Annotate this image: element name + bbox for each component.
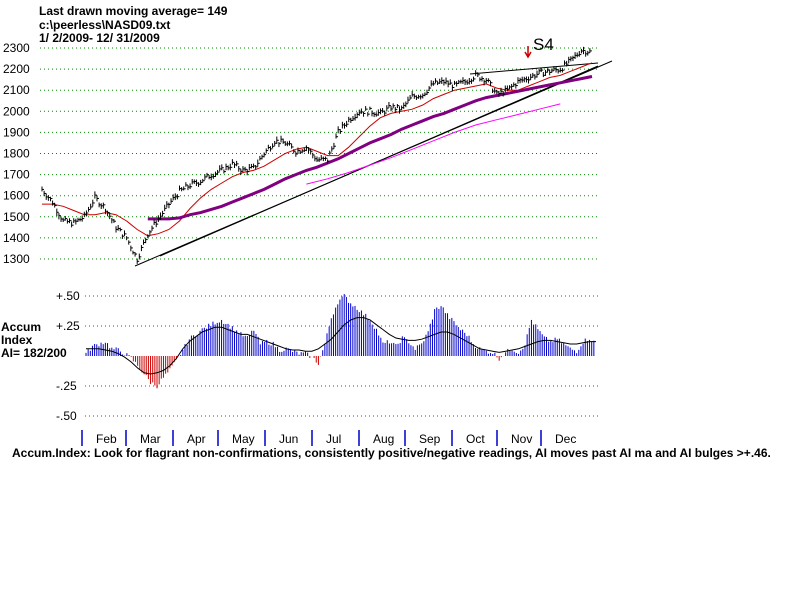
month-label: Oct bbox=[466, 432, 485, 446]
ma-long-line bbox=[306, 103, 561, 185]
month-label: Jul bbox=[326, 432, 341, 446]
ai-y-axis: +.50 +.25 -.25 -.50 bbox=[56, 289, 80, 423]
moving-average-lines bbox=[42, 62, 593, 237]
signal-label: S4 bbox=[533, 35, 554, 54]
date-range: 1/ 2/2009- 12/ 31/2009 bbox=[39, 31, 160, 45]
price-y-tick-label: 1800 bbox=[3, 147, 30, 161]
price-y-tick-label: 2100 bbox=[3, 83, 30, 97]
price-y-tick-label: 1300 bbox=[3, 252, 30, 266]
ai-label-index: Index bbox=[1, 333, 33, 347]
ai-label-accum: Accum bbox=[1, 320, 42, 334]
month-label: Apr bbox=[187, 432, 206, 446]
price-y-tick-label: 1400 bbox=[3, 231, 30, 245]
month-label: Aug bbox=[373, 432, 394, 446]
footer-note: Accum.Index: Look for flagrant non-confi… bbox=[12, 446, 771, 460]
price-y-tick-label: 1600 bbox=[3, 189, 30, 203]
month-label: Sep bbox=[419, 432, 441, 446]
price-y-tick-label: 1900 bbox=[3, 125, 30, 139]
signal-marker: S4 bbox=[524, 35, 554, 59]
ai-ma-line bbox=[86, 317, 596, 375]
data-file-path: c:\peerless\NASD09.txt bbox=[39, 18, 171, 32]
month-label: Feb bbox=[96, 432, 117, 446]
price-y-tick-label: 1700 bbox=[3, 168, 30, 182]
month-label: Mar bbox=[140, 432, 161, 446]
trendline-upper bbox=[159, 65, 599, 257]
ma-short-line bbox=[42, 62, 593, 237]
ai-y-tick-label: -.50 bbox=[56, 409, 77, 423]
price-bars bbox=[41, 46, 592, 264]
price-y-tick-label: 2000 bbox=[3, 104, 30, 118]
price-y-tick-label: 2300 bbox=[3, 41, 30, 55]
ai-y-tick-label: +.50 bbox=[56, 289, 80, 303]
month-label: May bbox=[232, 432, 255, 446]
price-y-tick-label: 1500 bbox=[3, 210, 30, 224]
ai-bars bbox=[85, 294, 595, 389]
price-grid bbox=[40, 47, 598, 260]
ma-mid-line bbox=[147, 75, 593, 221]
month-label: Nov bbox=[511, 432, 532, 446]
ai-label-value: AI= 182/200 bbox=[1, 346, 67, 360]
ai-y-tick-label: +.25 bbox=[56, 319, 80, 333]
signal-arrow-icon bbox=[524, 46, 532, 59]
month-label: Dec bbox=[555, 432, 576, 446]
price-y-tick-label: 2200 bbox=[3, 62, 30, 76]
month-label: Jun bbox=[279, 432, 298, 446]
price-y-axis: 2300 2200 2100 2000 1900 1800 1700 1600 1500 1400… bbox=[3, 41, 30, 266]
ai-moving-average bbox=[86, 317, 596, 375]
trendline-channel-top bbox=[469, 62, 599, 75]
moving-average-note: Last drawn moving average= 149 bbox=[39, 4, 228, 18]
ai-grid bbox=[85, 295, 598, 417]
month-axis: Feb Mar Apr May Jun Jul Aug Sep Oct Nov Dec bbox=[81, 430, 576, 446]
ai-y-tick-label: -.25 bbox=[56, 379, 77, 393]
